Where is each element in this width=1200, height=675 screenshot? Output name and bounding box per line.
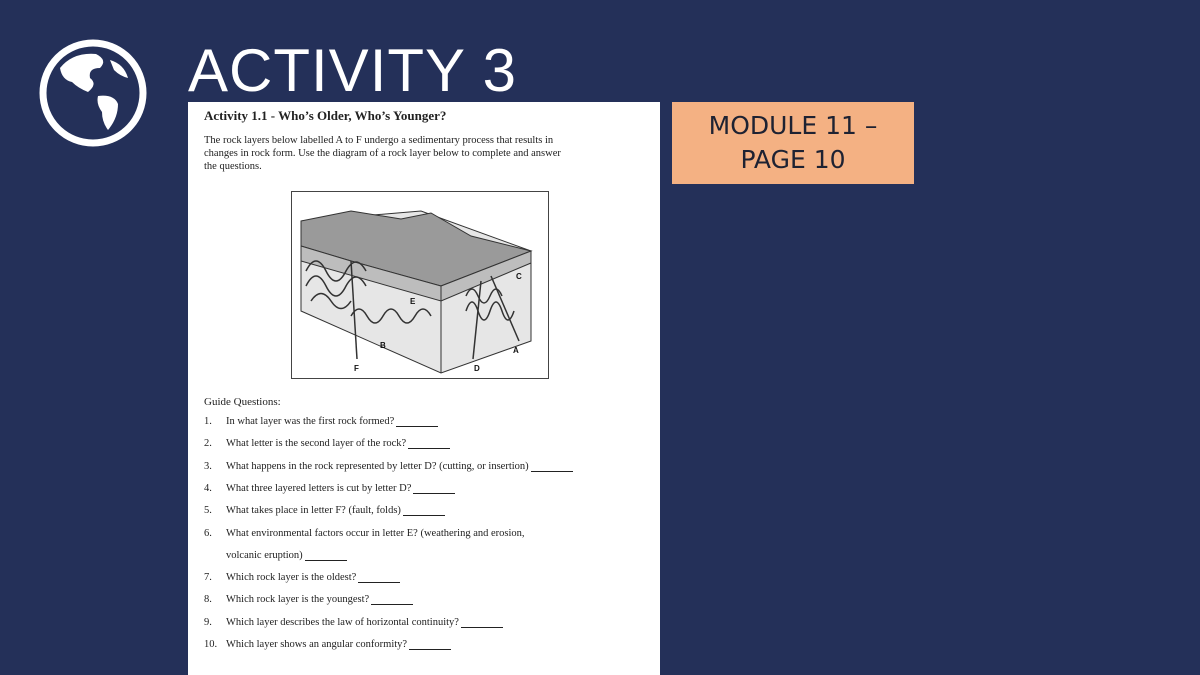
answer-blank xyxy=(358,572,401,584)
question-text: What environmental factors occur in lett… xyxy=(226,527,525,539)
question-text: Which layer shows an angular conformity? xyxy=(226,639,408,650)
figure-label: A xyxy=(513,346,519,355)
question: 5. What takes place in letter F? (fault, … xyxy=(204,505,445,517)
question-text: Which rock layer is the youngest? xyxy=(226,594,370,606)
question-number: 2. xyxy=(204,438,212,450)
question: volcanic eruption) xyxy=(204,550,347,561)
question: 7. Which rock layer is the oldest? xyxy=(204,572,401,584)
figure-label: D xyxy=(474,364,480,373)
figure-label: E xyxy=(410,297,416,306)
question: 9. Which layer describes the law of horiz… xyxy=(204,617,503,628)
question-text: What three layered letters is cut by let… xyxy=(226,482,412,494)
question-text: volcanic eruption) xyxy=(226,549,303,561)
question-number: 1. xyxy=(204,416,212,427)
question-number: 4. xyxy=(204,482,212,494)
question-number: 10. xyxy=(204,639,218,650)
answer-blank xyxy=(402,505,445,517)
slide-title: ACTIVITY 3 xyxy=(188,37,517,104)
figure-label: B xyxy=(380,341,386,350)
question-text: Which rock layer is the oldest? xyxy=(226,572,357,584)
question: 4. What three layered letters is cut by l… xyxy=(204,482,456,494)
question-text: What happens in the rock represented by … xyxy=(226,460,529,472)
question-number: 6. xyxy=(204,527,212,539)
answer-blank xyxy=(409,639,452,650)
answer-blank xyxy=(413,483,456,494)
rock-diagram: E C B A F D xyxy=(291,191,549,379)
answer-blank xyxy=(304,550,347,561)
question-number: 7. xyxy=(204,572,212,584)
question-number: 5. xyxy=(204,505,212,517)
badge-line: MODULE 11 – xyxy=(708,111,878,140)
question: 6. What environmental factors occur in le… xyxy=(204,528,525,539)
intro-line: changes in rock form. Use the diagram of… xyxy=(204,148,561,159)
guide-heading: Guide Questions: xyxy=(204,396,281,408)
question: 2. What letter is the second layer of the… xyxy=(204,438,451,450)
intro-line: The rock layers below labelled A to F un… xyxy=(204,135,554,146)
question: 8. Which rock layer is the youngest? xyxy=(204,594,414,606)
globe-icon xyxy=(39,39,147,147)
question: 1. In what layer was the first rock forme… xyxy=(204,416,439,427)
intro-line: the questions. xyxy=(204,161,262,172)
answer-blank xyxy=(396,416,439,427)
question-number: 3. xyxy=(204,460,212,472)
question: 3. What happens in the rock represented b… xyxy=(204,461,573,472)
worksheet-title: Activity 1.1 - Who’s Older, Who’s Younge… xyxy=(204,108,447,123)
answer-blank xyxy=(460,617,503,628)
answer-blank xyxy=(371,594,414,606)
question-text: What takes place in letter F? (fault, fo… xyxy=(226,505,401,517)
question-number: 9. xyxy=(204,616,212,628)
question-text: What letter is the second layer of the r… xyxy=(226,438,407,450)
answer-blank xyxy=(408,438,451,450)
question-text: In what layer was the first rock formed? xyxy=(226,416,395,427)
worksheet: Activity 1.1 - Who’s Older, Who’s Younge… xyxy=(188,102,660,675)
badge-line: PAGE 10 xyxy=(740,145,846,174)
question: 10. Which layer shows an angular conformi… xyxy=(204,639,452,650)
answer-blank xyxy=(530,461,573,472)
figure-label: F xyxy=(354,364,359,373)
module-badge: MODULE 11 – PAGE 10 xyxy=(672,102,914,184)
question-text: Which layer describes the law of horizon… xyxy=(226,616,459,628)
question-number: 8. xyxy=(204,594,212,606)
figure-label: C xyxy=(516,272,522,281)
